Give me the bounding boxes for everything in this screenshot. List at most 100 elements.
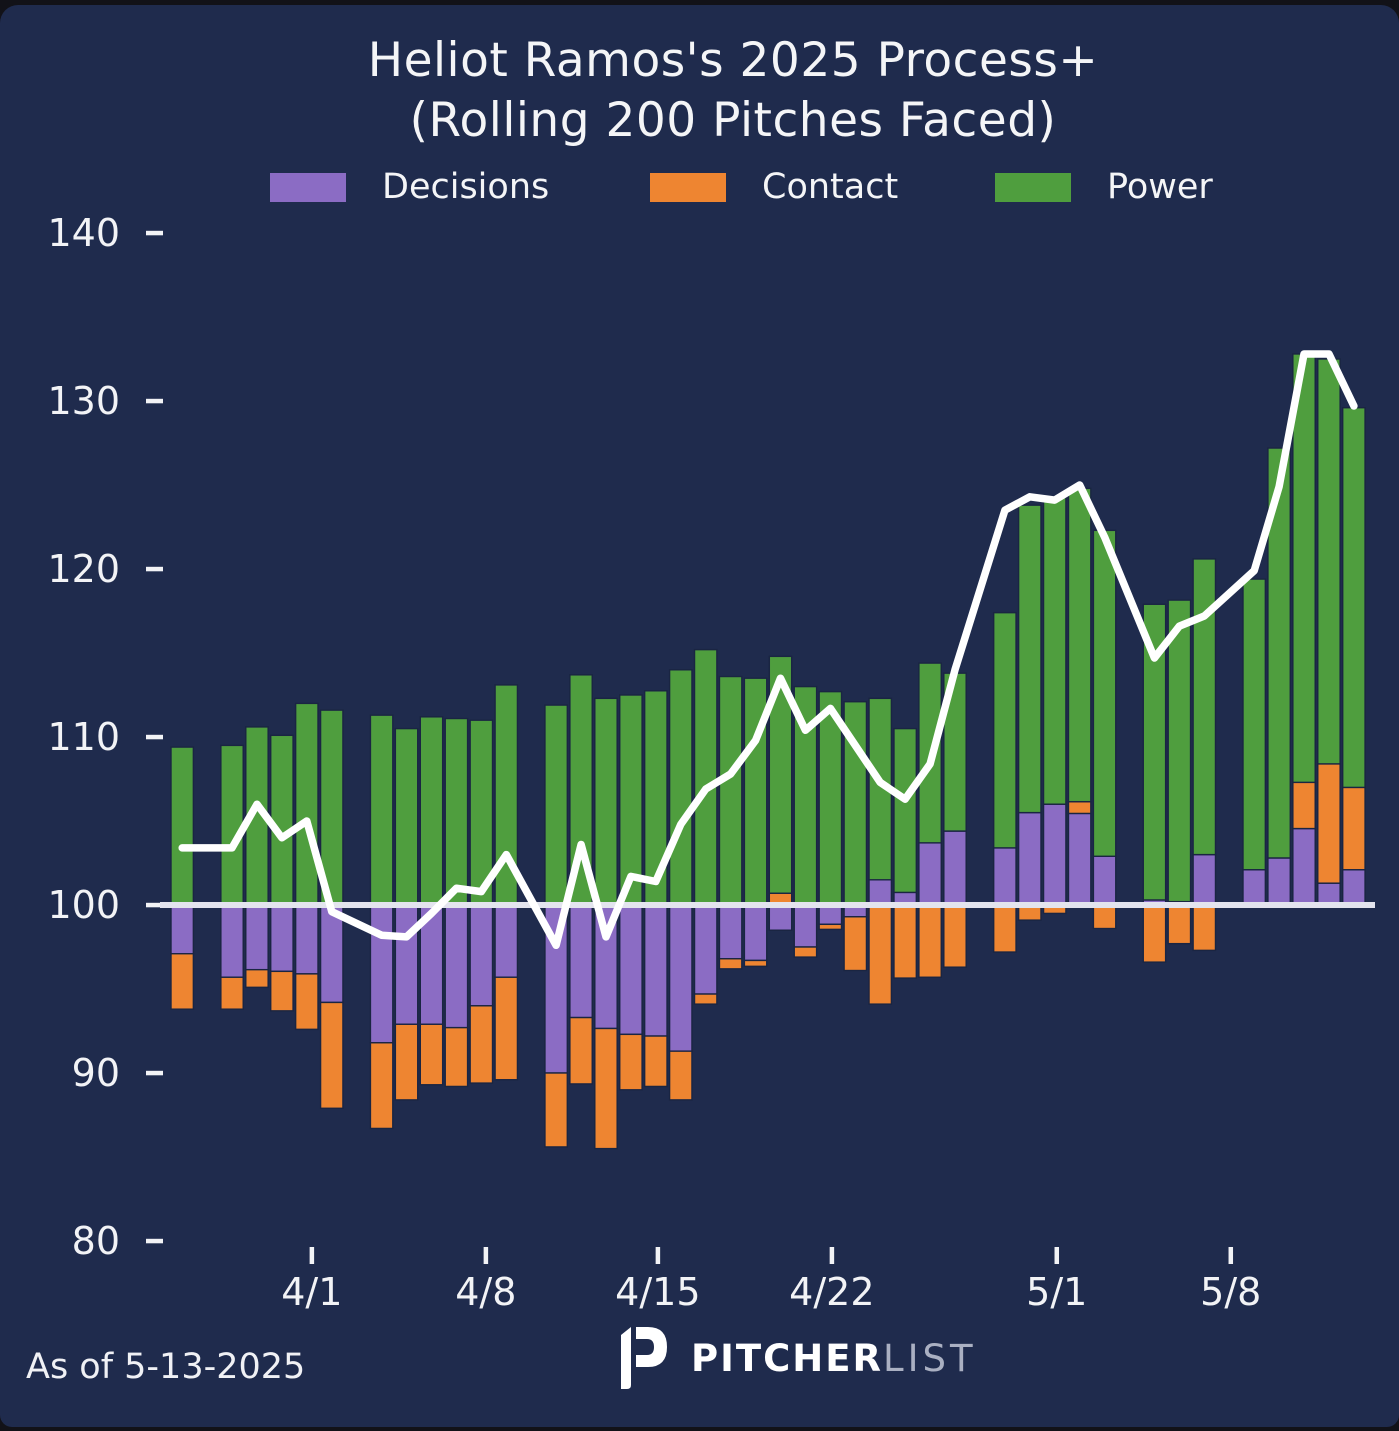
bar-segment: [319, 1001, 344, 1109]
axis-tick-label: 130: [47, 379, 120, 423]
bar-segment: [1017, 811, 1042, 906]
chart-title-line2: (Rolling 200 Pitches Faced): [409, 93, 1057, 148]
bar-segment: [594, 697, 618, 906]
bar-segment: [483, 1247, 489, 1264]
bar-segment: [270, 734, 294, 906]
brand-bold: PITCHER: [691, 1336, 884, 1380]
bar-segment: [718, 958, 743, 970]
bar-segment: [1092, 529, 1117, 857]
bar-segment: [220, 976, 244, 1010]
bar-segment: [992, 611, 1017, 849]
bar-segment: [668, 669, 693, 906]
bar-segment: [743, 904, 768, 962]
chart-title: Heliot Ramos's 2025 Process+ (Rolling 20…: [0, 31, 1399, 151]
bar-segment: [893, 727, 918, 894]
bar-segment: [655, 1247, 661, 1264]
bar-segment: [1092, 904, 1117, 930]
bar-segment: [1192, 904, 1217, 952]
bar-segment: [394, 727, 419, 906]
chart-card: Heliot Ramos's 2025 Process+ (Rolling 20…: [0, 5, 1399, 1427]
as-of-date: As of 5-13-2025: [26, 1347, 306, 1387]
axis-tick-label: 4/22: [789, 1270, 874, 1314]
bar-segment: [1292, 353, 1316, 784]
bar-segment: [170, 953, 195, 1010]
bar-segment: [220, 744, 244, 906]
bar-segment: [1142, 904, 1167, 963]
axis-tick-label: 5/1: [1026, 1270, 1087, 1314]
bar-segment: [444, 717, 469, 906]
bar-segment: [270, 904, 294, 973]
bar-segment: [146, 1238, 163, 1244]
bar-segment: [1292, 781, 1316, 830]
bar-segment: [170, 746, 195, 906]
bar-segment: [160, 902, 1375, 908]
bar-segment: [943, 830, 967, 906]
bar-segment: [718, 904, 743, 960]
bar-segment: [693, 993, 718, 1005]
bar-segment: [1267, 857, 1291, 906]
process-plus-trend-line: [178, 350, 1358, 950]
bar-segment: [918, 842, 942, 906]
bar-segment: [1167, 904, 1192, 945]
bar-segment: [1267, 447, 1291, 859]
axis-tick-label: 120: [47, 547, 120, 591]
power-swatch-icon: [995, 172, 1071, 202]
bar-segment: [444, 1026, 469, 1088]
bar-segment: [245, 968, 269, 989]
axis-tick-label: 4/1: [281, 1270, 342, 1314]
bar-segment: [1317, 358, 1341, 765]
bar-segment: [146, 902, 163, 908]
bar-segment: [394, 1023, 419, 1101]
bar-segment: [1042, 803, 1067, 906]
bar-segment: [494, 904, 519, 978]
bar-segment: [619, 904, 643, 1036]
bar-segment: [643, 904, 668, 1037]
bar-segment: [394, 904, 419, 1025]
axis-tick-label: 100: [47, 883, 120, 927]
bar-segment: [619, 1033, 643, 1091]
bar-segment: [369, 714, 394, 906]
bar-segment: [1242, 578, 1267, 871]
bar-segment: [1167, 599, 1192, 903]
pitcherlist-logo: PITCHERLIST: [618, 1323, 977, 1393]
bar-segment: [1342, 407, 1366, 789]
bar-segment: [294, 973, 319, 1031]
legend-item-decisions: Decisions: [270, 167, 549, 207]
axis-tick-label: 4/8: [455, 1270, 516, 1314]
bar-segment: [992, 847, 1017, 906]
bar-segment: [893, 904, 918, 979]
bar-segment: [245, 904, 269, 971]
bar-segment: [146, 1070, 163, 1076]
bar-segment: [569, 1016, 593, 1085]
legend-label-power: Power: [1107, 167, 1213, 207]
bar-segment: [170, 904, 195, 955]
bar-segment: [668, 904, 693, 1052]
bar-segment: [943, 904, 967, 968]
bar-segment: [270, 970, 294, 1012]
bar-segment: [294, 904, 319, 975]
bar-segment: [693, 904, 718, 995]
bar-segment: [1242, 869, 1267, 906]
axis-tick-label: 4/15: [615, 1270, 700, 1314]
bar-segment: [1292, 827, 1316, 906]
bar-segment: [718, 675, 743, 906]
bar-segment: [1067, 800, 1092, 815]
bar-segment: [1317, 763, 1341, 884]
bar-segment: [1317, 882, 1341, 906]
bar-segment: [494, 976, 519, 1081]
bar-segment: [793, 904, 818, 948]
bar-segment: [569, 904, 593, 1019]
bar-segment: [544, 1072, 569, 1148]
bar-segment: [419, 1023, 444, 1086]
bar-segment: [444, 904, 469, 1029]
bar-segment: [1042, 496, 1067, 805]
bar-segment: [594, 1027, 618, 1150]
bar-segment: [220, 904, 244, 978]
legend-item-power: Power: [995, 167, 1213, 207]
legend-label-decisions: Decisions: [382, 167, 550, 207]
bar-segment: [818, 923, 843, 931]
bar-segment: [768, 655, 793, 894]
chart-canvas: 80 90 100 110 120 130 140 4/1 4/8 4/15 4/22 5/1 5/8: [47, 211, 1375, 1314]
bar-segment: [768, 904, 793, 931]
